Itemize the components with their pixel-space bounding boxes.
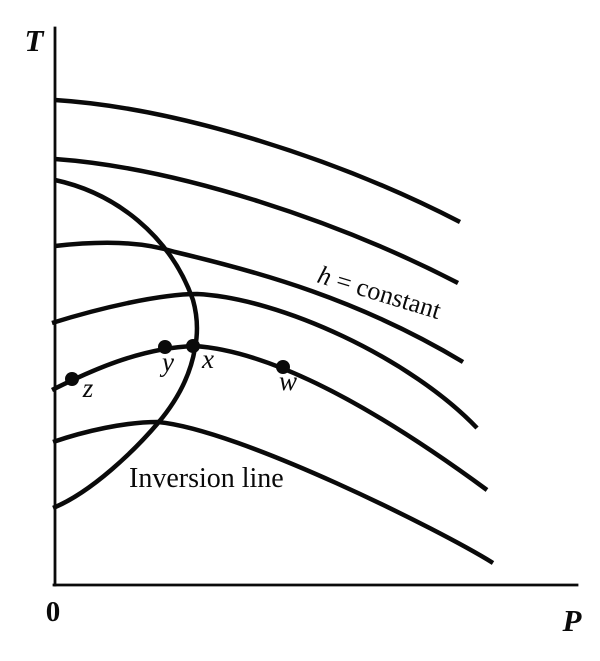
point-y-label: y (159, 347, 174, 377)
y-axis-label: T (25, 23, 45, 58)
isenthalp-label-rest: = constant (327, 264, 446, 325)
isenthalp-curve-4 (51, 291, 479, 430)
inversion-line-curve (52, 177, 200, 511)
isenthalp-curve-5 (50, 343, 489, 492)
isenthalp-curve-2 (54, 156, 460, 285)
isenthalp-curve-3 (54, 240, 465, 364)
point-y-dot (158, 340, 172, 354)
isenthalp-curve-1 (54, 97, 462, 224)
isenthalp-curve-6 (52, 419, 495, 565)
isenthalp-label: h = constant (314, 260, 445, 325)
point-w-label: w (279, 366, 297, 396)
origin-label: 0 (46, 596, 61, 628)
x-axis-label: P (562, 603, 583, 638)
point-z-label: z (82, 373, 94, 403)
point-x-dot (186, 339, 200, 353)
point-z-dot (65, 372, 79, 386)
point-x-label: x (201, 344, 214, 374)
point-w-dot (276, 360, 290, 374)
inversion-line-label: Inversion line (129, 463, 284, 494)
